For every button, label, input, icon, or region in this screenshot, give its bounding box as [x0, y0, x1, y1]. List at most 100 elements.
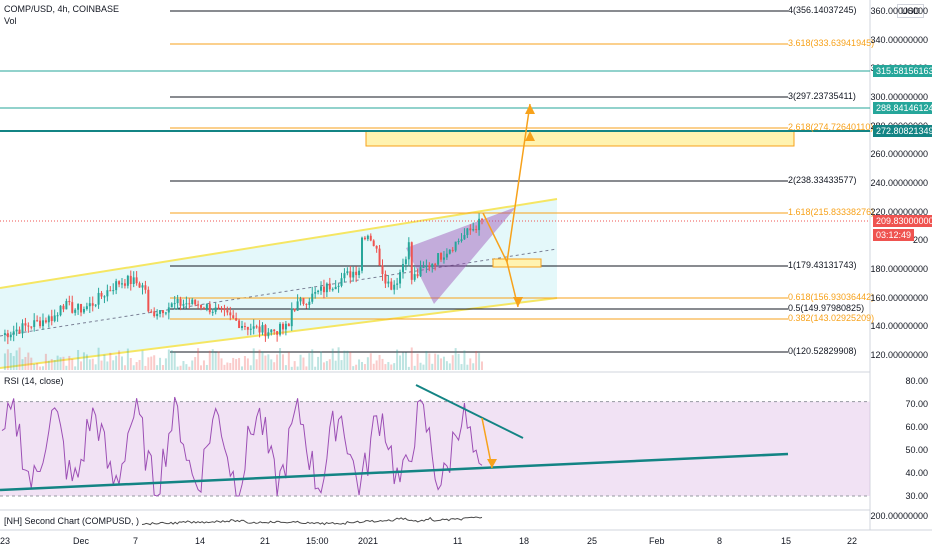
volume-bar	[454, 348, 457, 370]
candle-body	[249, 328, 252, 330]
candle-body	[121, 283, 123, 285]
volume-bar	[30, 357, 33, 370]
candle-body	[270, 329, 273, 333]
volume-bar	[442, 356, 445, 370]
volume-bar	[481, 361, 483, 370]
candle-body	[454, 241, 457, 251]
time-axis-tick: 22	[847, 536, 858, 546]
candle-body	[410, 242, 413, 280]
candle-body	[340, 278, 343, 286]
volume-bar	[287, 352, 290, 370]
volume-bar	[53, 360, 56, 370]
price-tag: 288.84146124	[873, 102, 932, 114]
volume-bar	[246, 358, 249, 370]
symbol-legend[interactable]: COMP/USD, 4h, COINBASE	[4, 4, 120, 14]
candle-body	[334, 286, 337, 290]
candle-body	[94, 304, 97, 306]
candle-body	[372, 240, 375, 246]
pattern-triangle	[406, 207, 516, 304]
channel-lower-line	[0, 297, 558, 369]
volume-bar	[375, 360, 378, 370]
price-axis-tick: 360.00000000	[870, 6, 928, 16]
volume-bar	[170, 350, 173, 370]
volume-bar	[147, 357, 150, 370]
candle-body	[161, 310, 164, 314]
candle-body	[226, 310, 229, 313]
candle-body	[284, 323, 287, 330]
time-axis-tick: 23	[0, 536, 11, 546]
candle-body	[59, 305, 62, 316]
candle-body	[279, 323, 282, 335]
candle-body	[349, 271, 352, 278]
candle-body	[407, 242, 410, 260]
candle-body	[85, 306, 88, 309]
candle-body	[33, 320, 36, 327]
volume-bar	[305, 366, 308, 370]
volume-bar	[343, 350, 346, 370]
candle-body	[425, 265, 428, 268]
currency-badge[interactable]: USD	[896, 4, 924, 18]
candle-body	[358, 270, 361, 276]
volume-bar	[12, 356, 15, 370]
volume-bar	[466, 364, 469, 370]
volume-bar	[144, 365, 147, 370]
volume-bar	[150, 356, 153, 370]
candle-body	[361, 237, 363, 271]
candle-body	[331, 289, 334, 291]
candle-body	[337, 285, 340, 287]
volume-bar	[223, 364, 226, 370]
candle-body	[100, 292, 103, 297]
arrow-head	[525, 104, 535, 114]
price-tag: 209.83000000	[873, 215, 932, 227]
candle-body	[378, 248, 381, 266]
volume-bar	[284, 365, 287, 370]
volume-bar	[6, 349, 9, 370]
volume-bar	[123, 365, 126, 370]
volume-bar	[211, 349, 214, 370]
volume-bar	[185, 364, 188, 370]
volume-bar	[243, 356, 246, 370]
volume-bar	[191, 360, 194, 370]
candle-body	[229, 312, 232, 316]
candle-body	[74, 309, 77, 313]
volume-bar	[261, 351, 264, 370]
candle-body	[381, 265, 384, 275]
candle-body	[463, 235, 466, 240]
candle-body	[273, 329, 276, 332]
candle-body	[182, 304, 185, 306]
volume-bar	[202, 360, 205, 370]
volume-bar	[314, 366, 317, 370]
volume-bar	[97, 347, 100, 370]
candle-body	[217, 307, 220, 309]
candle-body	[404, 259, 407, 265]
candle-body	[167, 307, 170, 313]
candle-body	[220, 307, 223, 309]
candle-body	[472, 229, 475, 231]
candle-body	[302, 298, 305, 304]
candle-body	[466, 228, 469, 236]
volume-bar	[437, 354, 440, 370]
volume-bar	[132, 365, 135, 370]
candle-body	[205, 304, 208, 309]
volume-bar	[91, 358, 94, 370]
fib-level-label: 0.382(143.02925209)	[788, 313, 875, 323]
candle-body	[91, 303, 94, 306]
volume-bar	[156, 365, 159, 370]
volume-bar	[68, 355, 71, 370]
candle-body	[194, 299, 197, 305]
rsi-legend[interactable]: RSI (14, close)	[4, 376, 64, 386]
volume-bar	[255, 359, 258, 370]
volume-bar	[232, 357, 235, 370]
volume-bar	[226, 362, 229, 370]
volume-bar	[88, 359, 91, 370]
volume-bar	[36, 362, 39, 370]
time-axis-tick: Dec	[73, 536, 90, 546]
volume-legend[interactable]: Vol	[4, 16, 17, 26]
fib-level-label: 2.618(274.72640110)	[788, 122, 874, 132]
candle-body	[82, 308, 85, 313]
second-chart-legend[interactable]: [NH] Second Chart (COMPUSD, )	[4, 516, 140, 526]
candle-body	[451, 249, 454, 251]
candle-body	[159, 310, 162, 314]
candle-body	[44, 320, 47, 323]
